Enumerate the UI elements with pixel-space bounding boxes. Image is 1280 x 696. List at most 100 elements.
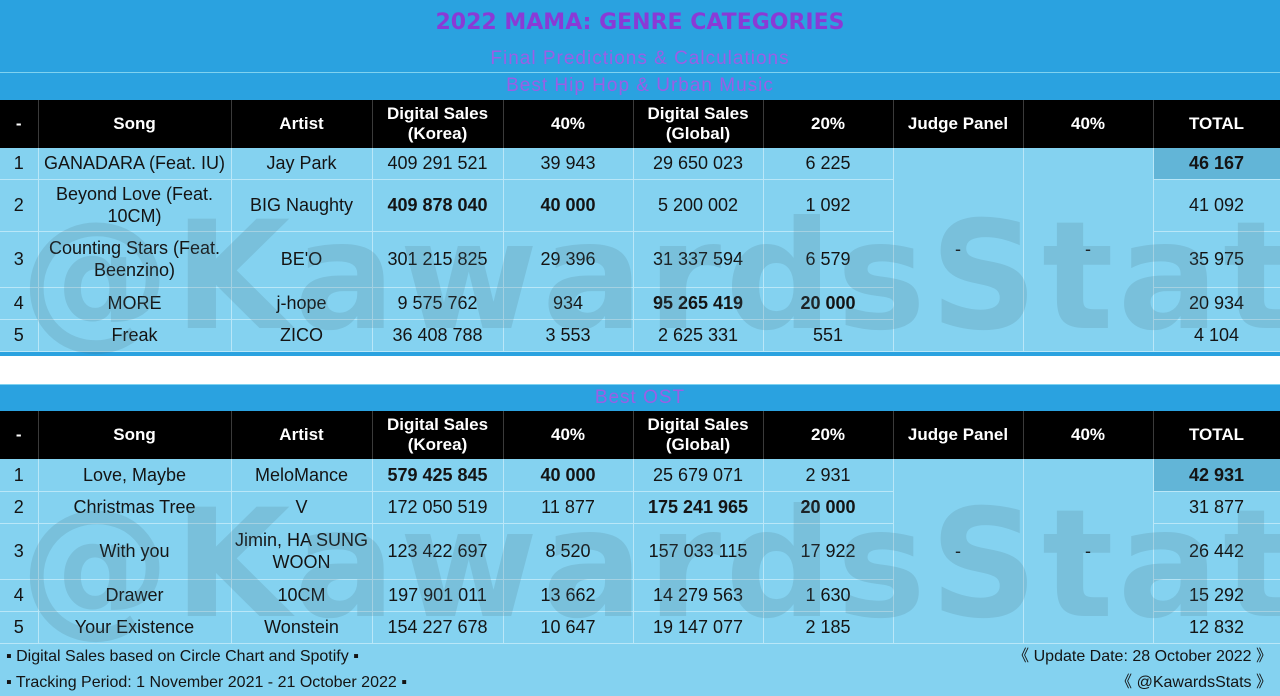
pct-korea-cell: 29 396 [503,231,634,288]
pct-global-cell: 17 922 [763,523,894,580]
pct-global-cell: 6 579 [763,231,894,288]
section-divider [0,356,1280,384]
digital-global-cell: 95 265 419 [633,287,764,320]
digital-global-cell: 19 147 077 [633,611,764,644]
song-cell: GANADARA (Feat. IU) [38,148,232,180]
digital-korea-cell: 123 422 697 [372,523,504,580]
col-header-artist: Artist [231,411,373,459]
judge-pct-cell: - [1023,148,1154,352]
digital-korea-cell: 172 050 519 [372,491,504,524]
category-hiphop-title: Best Hip Hop & Urban Music [0,72,1280,99]
col-header-pct-korea: 40% [503,411,634,459]
artist-cell: V [231,491,373,524]
rank-cell: 2 [0,491,39,524]
col-header-digital-korea: Digital Sales (Korea) [372,411,504,459]
pct-global-cell: 1 092 [763,179,894,232]
digital-global-cell: 29 650 023 [633,148,764,180]
col-header-pct-korea: 40% [503,100,634,148]
artist-cell: BIG Naughty [231,179,373,232]
total-cell: 35 975 [1153,231,1280,288]
footer-handle: 《 @KawardsStats 》 [1116,674,1272,691]
footer: ▪ Digital Sales based on Circle Chart an… [0,644,1280,696]
digital-global-cell: 31 337 594 [633,231,764,288]
col-header-total: TOTAL [1153,411,1280,459]
rank-cell: 4 [0,579,39,612]
digital-korea-cell: 154 227 678 [372,611,504,644]
pct-korea-cell: 934 [503,287,634,320]
judge-pct-cell: - [1023,459,1154,644]
table-row: 1 GANADARA (Feat. IU) Jay Park 409 291 5… [0,148,1280,352]
pct-korea-cell: 11 877 [503,491,634,524]
digital-global-cell: 2 625 331 [633,319,764,352]
pct-global-cell: 2 931 [763,459,894,492]
pct-korea-cell: 13 662 [503,579,634,612]
digital-global-cell: 157 033 115 [633,523,764,580]
col-header-judge-panel: Judge Panel [893,411,1024,459]
total-cell: 31 877 [1153,491,1280,524]
song-cell: MORE [38,287,232,320]
hiphop-table: - Song Artist Digital Sales (Korea) 40% … [0,100,1280,352]
total-cell: 12 832 [1153,611,1280,644]
table-row: 5 Freak ZICO 36 408 788 3 553 2 625 331 … [0,319,1280,352]
song-cell: Christmas Tree [38,491,232,524]
rank-cell: 3 [0,523,39,580]
rank-cell: 5 [0,319,39,352]
page-title: 2022 MAMA: GENRE CATEGORIES [0,0,1280,46]
table-row: 1 Love, Maybe MeloMance 579 425 845 40 0… [0,459,1280,644]
pct-global-cell: 20 000 [763,491,894,524]
rank-cell: 1 [0,459,39,492]
rank-cell: 2 [0,179,39,232]
song-cell: Counting Stars (Feat. Beenzino) [38,231,232,288]
total-cell: 4 104 [1153,319,1280,352]
col-header-pct-global: 20% [763,411,894,459]
song-cell: Beyond Love (Feat. 10CM) [38,179,232,232]
col-header-song: Song [38,411,232,459]
artist-cell: Wonstein [231,611,373,644]
total-cell: 20 934 [1153,287,1280,320]
footer-note-tracking: ▪ Tracking Period: 1 November 2021 - 21 … [6,674,407,691]
artist-cell: Jimin, HA SUNG WOON [231,523,373,580]
pct-korea-cell: 39 943 [503,148,634,180]
table-header-row: - Song Artist Digital Sales (Korea) 40% … [0,411,1280,459]
table-row: 3 Counting Stars (Feat. Beenzino) BE'O 3… [0,231,1280,288]
judge-panel-cell: - [893,459,1024,644]
artist-cell: BE'O [231,231,373,288]
pct-korea-cell: 3 553 [503,319,634,352]
rank-cell: 1 [0,148,39,180]
total-cell: 41 092 [1153,179,1280,232]
table-row: 4 Drawer 10CM 197 901 011 13 662 14 279 … [0,579,1280,612]
artist-cell: MeloMance [231,459,373,492]
col-header-judge-panel: Judge Panel [893,100,1024,148]
pct-korea-cell: 10 647 [503,611,634,644]
pct-global-cell: 6 225 [763,148,894,180]
col-header-rank: - [0,411,39,459]
pct-korea-cell: 8 520 [503,523,634,580]
artist-cell: Jay Park [231,148,373,180]
digital-global-cell: 25 679 071 [633,459,764,492]
rank-cell: 5 [0,611,39,644]
artist-cell: ZICO [231,319,373,352]
digital-global-cell: 14 279 563 [633,579,764,612]
digital-korea-cell: 409 878 040 [372,179,504,232]
rank-cell: 4 [0,287,39,320]
judge-panel-cell: - [893,148,1024,352]
total-cell: 26 442 [1153,523,1280,580]
total-cell: 42 931 [1153,459,1280,492]
digital-korea-cell: 579 425 845 [372,459,504,492]
total-cell: 46 167 [1153,148,1280,180]
digital-global-cell: 5 200 002 [633,179,764,232]
digital-korea-cell: 197 901 011 [372,579,504,612]
song-cell: Love, Maybe [38,459,232,492]
table-row: 2 Beyond Love (Feat. 10CM) BIG Naughty 4… [0,179,1280,232]
table-row: 4 MORE j-hope 9 575 762 934 95 265 419 2… [0,287,1280,320]
song-cell: With you [38,523,232,580]
footer-note-source: ▪ Digital Sales based on Circle Chart an… [6,648,359,665]
total-cell: 15 292 [1153,579,1280,612]
digital-korea-cell: 36 408 788 [372,319,504,352]
table-row: 2 Christmas Tree V 172 050 519 11 877 17… [0,491,1280,524]
col-header-digital-global: Digital Sales (Global) [633,411,764,459]
col-header-digital-korea: Digital Sales (Korea) [372,100,504,148]
page-subtitle: Final Predictions & Calculations [490,48,790,69]
rank-cell: 3 [0,231,39,288]
artist-cell: j-hope [231,287,373,320]
